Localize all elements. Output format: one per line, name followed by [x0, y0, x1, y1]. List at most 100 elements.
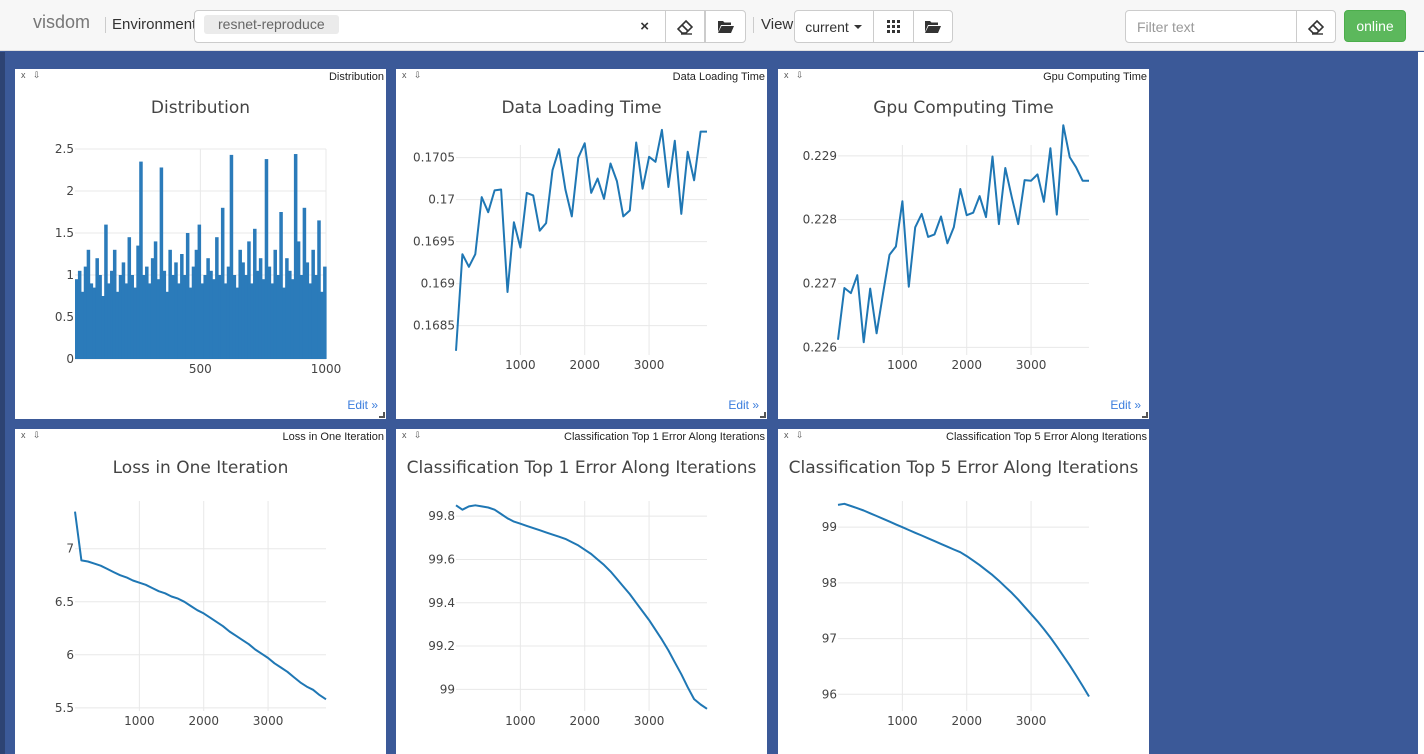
histogram-bar [282, 287, 286, 359]
open-environment-button[interactable] [705, 10, 746, 43]
pane-title: Data Loading Time [672, 71, 765, 83]
histogram-bar [305, 262, 310, 359]
histogram-bar [215, 237, 219, 359]
environment-select[interactable]: resnet-reproduce × [194, 10, 666, 43]
pane-header[interactable]: x ⇩ Classification Top 5 Error Along Ite… [778, 429, 1149, 445]
plot-pane-gpu-computing-time[interactable]: x ⇩ Gpu Computing Time Gpu Computing Tim… [778, 69, 1149, 419]
download-icon[interactable]: ⇩ [796, 430, 804, 440]
histogram-bar [223, 283, 228, 359]
histogram-bar [110, 270, 114, 359]
histogram-bar [145, 266, 149, 359]
histogram-bar [142, 275, 146, 359]
plot-pane-top5-error[interactable]: x ⇩ Classification Top 5 Error Along Ite… [778, 429, 1149, 754]
plot-pane-data-loading-time[interactable]: x ⇩ Data Loading Time Data Loading Time 0… [396, 69, 767, 419]
histogram-bar [153, 241, 158, 359]
histogram-bar [139, 161, 143, 359]
series-line [837, 124, 1089, 344]
download-icon[interactable]: ⇩ [33, 70, 41, 80]
pane-header[interactable]: x ⇩ Classification Top 1 Error Along Ite… [396, 429, 767, 445]
close-icon[interactable]: x [402, 430, 407, 440]
divider [105, 17, 106, 33]
histogram-bar [80, 291, 85, 359]
clear-environment-button[interactable] [665, 10, 705, 43]
x-tick-label: 2000 [569, 358, 600, 372]
close-icon[interactable]: x [784, 430, 789, 440]
x-tick-label: 1000 [505, 714, 536, 728]
environment-clear-icon[interactable]: × [640, 18, 649, 35]
histogram-bar [264, 159, 269, 359]
resize-handle[interactable] [760, 412, 766, 418]
histogram-bar [241, 262, 245, 359]
filter-text-input[interactable] [1125, 10, 1297, 43]
pane-header[interactable]: x ⇩ Loss in One Iteration [15, 429, 386, 445]
download-icon[interactable]: ⇩ [414, 430, 422, 440]
distribution-chart[interactable]: Distribution 0 0.5 1 1.5 2 2.5 500 1000 [15, 85, 386, 419]
y-tick-label: 99 [822, 520, 837, 534]
clear-filter-button[interactable] [1296, 10, 1336, 43]
top5-error-chart[interactable]: Classification Top 5 Error Along Iterati… [778, 445, 1149, 754]
close-icon[interactable]: x [402, 70, 407, 80]
x-tick-label: 3000 [1016, 358, 1047, 372]
top1-error-chart[interactable]: Classification Top 1 Error Along Iterati… [396, 445, 767, 754]
resize-handle[interactable] [379, 412, 385, 418]
divider [753, 17, 754, 33]
download-icon[interactable]: ⇩ [33, 430, 41, 440]
pane-header[interactable]: x ⇩ Distribution [15, 69, 386, 85]
histogram-bar [323, 266, 327, 359]
plot-pane-loss[interactable]: x ⇩ Loss in One Iteration Loss in One It… [15, 429, 386, 754]
x-tick-label: 1000 [505, 358, 536, 372]
connection-status-button[interactable]: online [1344, 10, 1406, 42]
edit-link[interactable]: Edit » [1110, 398, 1141, 412]
y-tick-label: 0 [66, 352, 74, 366]
series-line [74, 511, 327, 701]
histogram-bar [133, 287, 137, 359]
repack-grid-button[interactable] [873, 10, 914, 43]
histogram-bar [285, 258, 289, 359]
histogram-bar [320, 291, 324, 359]
histogram-bar [311, 249, 315, 359]
histogram-bar [226, 266, 231, 359]
plot-pane-distribution[interactable]: x ⇩ Distribution Distribution 0 0.5 1 1.5 2 2.… [15, 69, 386, 419]
histogram-bar [258, 258, 263, 359]
download-icon[interactable]: ⇩ [414, 70, 422, 80]
y-tick-label: 98 [822, 576, 837, 590]
histogram-bar [244, 275, 248, 359]
top-navbar: visdom Environment resnet-reproduce × Vi… [0, 0, 1424, 51]
y-tick-label: 96 [822, 687, 837, 701]
histogram-bar [130, 275, 134, 359]
open-view-button[interactable] [913, 10, 953, 43]
chart-title: Classification Top 5 Error Along Iterati… [789, 458, 1139, 478]
environment-tag[interactable]: resnet-reproduce [204, 15, 339, 34]
close-icon[interactable]: x [21, 430, 26, 440]
plot-pane-top1-error[interactable]: x ⇩ Classification Top 1 Error Along Ite… [396, 429, 767, 754]
x-tick-label: 3000 [1016, 714, 1047, 728]
edit-link[interactable]: Edit » [347, 398, 378, 412]
series-line [455, 128, 707, 351]
environment-label: Environment [112, 16, 197, 33]
y-tick-label: 1.5 [55, 226, 74, 240]
close-icon[interactable]: x [784, 70, 789, 80]
close-icon[interactable]: x [21, 70, 26, 80]
view-select-value: current [805, 18, 849, 35]
folder-open-icon [925, 21, 941, 33]
histogram-bar [185, 233, 190, 359]
resize-handle[interactable] [1142, 412, 1148, 418]
histogram-bar [232, 275, 237, 359]
download-icon[interactable]: ⇩ [796, 70, 804, 80]
loss-chart[interactable]: Loss in One Iteration 5.5 6 6.5 7 1000 2000 300… [15, 445, 386, 754]
histogram-bar [83, 266, 88, 359]
x-tick-label: 2000 [951, 358, 982, 372]
data-loading-time-chart[interactable]: Data Loading Time 0.1685 0.169 0.1695 0.17 0.… [396, 85, 767, 419]
window-edge [0, 52, 5, 754]
y-tick-label: 0.228 [803, 213, 837, 227]
edit-link[interactable]: Edit » [728, 398, 759, 412]
gpu-computing-time-chart[interactable]: Gpu Computing Time 0.226 0.227 0.228 0.229 10… [778, 85, 1149, 419]
pane-header[interactable]: x ⇩ Data Loading Time [396, 69, 767, 85]
series-line [837, 502, 1090, 698]
y-tick-label: 99.4 [428, 596, 455, 610]
pane-header[interactable]: x ⇩ Gpu Computing Time [778, 69, 1149, 85]
view-select[interactable]: current [794, 10, 874, 43]
histogram-bar [276, 275, 280, 359]
window-edge [1418, 52, 1424, 754]
pane-title: Distribution [328, 71, 384, 83]
